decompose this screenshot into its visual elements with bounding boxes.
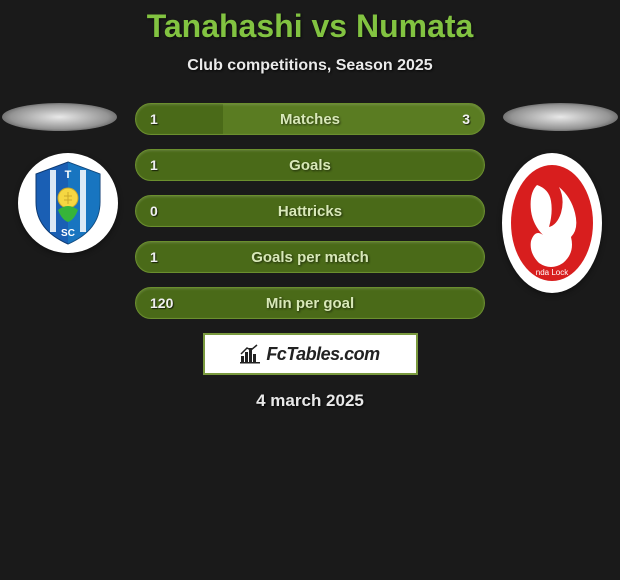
page-title: Tanahashi vs Numata: [0, 8, 620, 45]
stat-label: Min per goal: [266, 295, 354, 312]
stat-label: Matches: [280, 111, 340, 128]
stat-left-value: 1: [150, 157, 158, 173]
stat-row-goals: 1 Goals: [135, 149, 485, 181]
badge-circle-left: T SC: [18, 153, 118, 253]
stat-row-hattricks: 0 Hattricks: [135, 195, 485, 227]
stat-label: Goals per match: [251, 249, 369, 266]
page-subtitle: Club competitions, Season 2025: [0, 57, 620, 75]
stat-row-min-per-goal: 120 Min per goal: [135, 287, 485, 319]
stat-row-goals-per-match: 1 Goals per match: [135, 241, 485, 273]
branding-box[interactable]: FcTables.com: [203, 333, 418, 375]
badge-right-text: nda Lock: [536, 268, 569, 277]
bar-chart-icon: [240, 344, 262, 364]
branding-text: FcTables.com: [266, 344, 379, 365]
badge-circle-right: nda Lock: [502, 153, 602, 293]
stat-left-value: 1: [150, 249, 158, 265]
stats-list: 1 Matches 3 1 Goals 0 Hattricks 1 Goals …: [135, 103, 485, 319]
honda-lock-crest-icon: nda Lock: [509, 163, 595, 283]
tochigi-crest-icon: T SC: [28, 160, 108, 246]
team-badge-left: T SC: [18, 153, 118, 253]
footer-date: 4 march 2025: [0, 391, 620, 411]
stat-label: Hattricks: [278, 203, 342, 220]
stat-right-value: 3: [462, 111, 470, 127]
stat-label: Goals: [289, 157, 331, 174]
comparison-widget: Tanahashi vs Numata Club competitions, S…: [0, 0, 620, 411]
stat-left-value: 1: [150, 111, 158, 127]
svg-text:T: T: [65, 169, 72, 181]
stat-left-value: 0: [150, 203, 158, 219]
stat-left-value: 120: [150, 295, 173, 311]
ellipse-decoration-right: [503, 103, 618, 131]
stat-row-matches: 1 Matches 3: [135, 103, 485, 135]
content-area: T SC nda Lock 1 Match: [0, 103, 620, 411]
svg-text:SC: SC: [61, 228, 75, 239]
ellipse-decoration-left: [2, 103, 117, 131]
team-badge-right: nda Lock: [502, 153, 602, 293]
